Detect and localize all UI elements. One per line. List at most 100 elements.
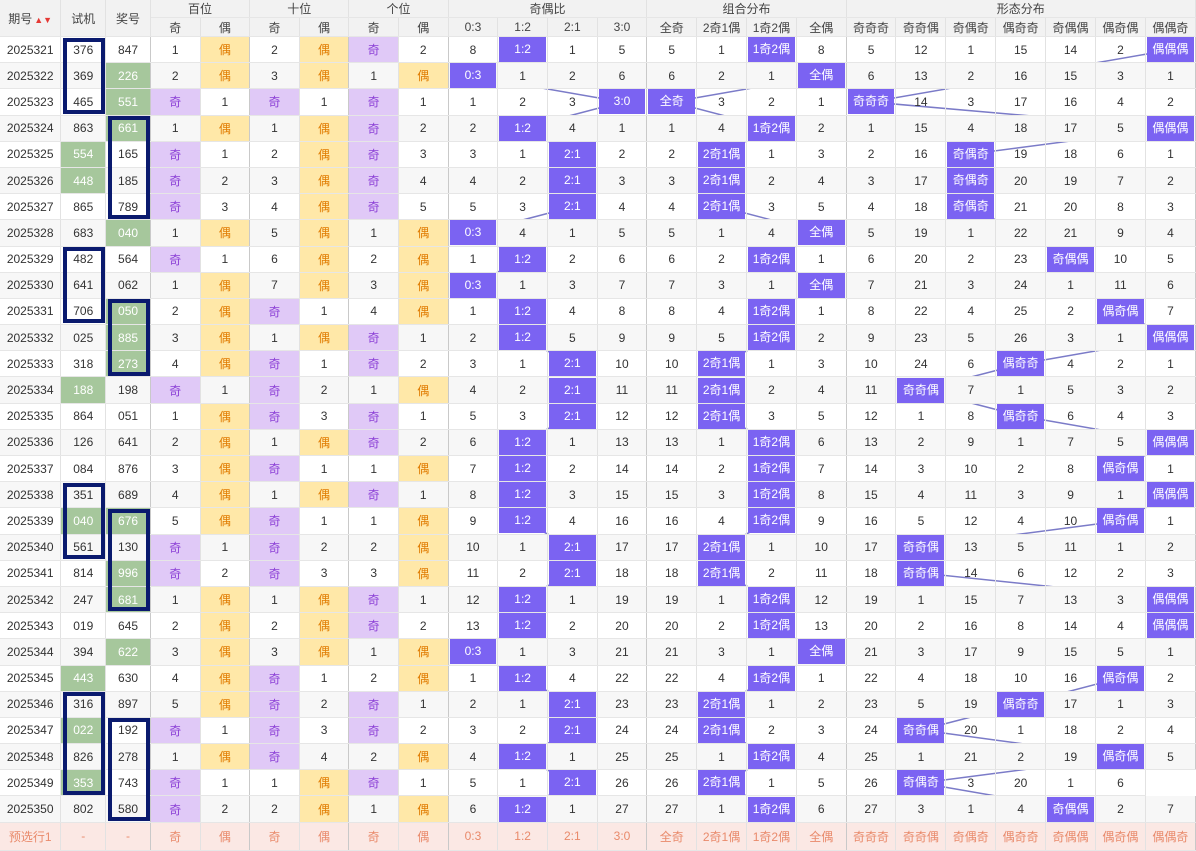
table-row[interactable]: 2025342 247 681 1 偶 1 偶奇 1 12 1:2 1 19 19 1 1奇2偶 12 19 1 1…: [0, 586, 1196, 614]
award-number: 996: [105, 559, 151, 587]
preselect-option[interactable]: 奇: [249, 822, 300, 851]
miss-count: 5: [846, 219, 897, 247]
table-row[interactable]: 2025336 126 641 2 偶 1 偶奇 2 6 1:2 1 13 13 1 1奇2偶 6 13 2 9 1 7…: [0, 428, 1196, 457]
subheader-5: 偶: [398, 17, 449, 37]
miss-count: 2: [249, 36, 300, 64]
period-cell: 2025338: [0, 481, 62, 509]
miss-count: 22: [646, 665, 698, 692]
award-number: 645: [105, 612, 151, 640]
hit-chip: 1:2: [499, 482, 546, 507]
subheader-13: 全偶: [796, 17, 847, 37]
miss-count: 9: [796, 507, 847, 535]
miss-count: 2: [1095, 559, 1146, 587]
preselect-option[interactable]: 偶: [299, 822, 350, 851]
miss-count: 2: [200, 559, 251, 587]
miss-count: 2: [1095, 350, 1146, 378]
sort-up-icon[interactable]: ▲▼: [34, 14, 53, 25]
hit-chip: 2奇1偶: [698, 561, 745, 586]
preselect-option[interactable]: 奇: [348, 822, 399, 851]
table-row[interactable]: 2025333 318 273 4 偶奇 1 奇 2 3 1 2:1 10 10 2奇1偶 1 3 10 24 6 偶…: [0, 350, 1196, 378]
preselect-option[interactable]: 奇奇偶: [895, 822, 947, 851]
table-row[interactable]: 2025350 802 580 奇 2 2 偶 1 偶 6 1:2 1 27 27 1 1奇2偶 6 27 3 1 4 奇…: [0, 795, 1196, 823]
miss-count: 3: [746, 193, 797, 221]
preselect-option[interactable]: 3:0: [597, 822, 648, 851]
odd-marker: 奇: [249, 690, 300, 718]
hit-chip: 全偶: [797, 220, 845, 245]
group-ratio: 奇偶比: [448, 0, 648, 18]
table-row[interactable]: 2025344 394 622 3 偶 3 偶 1 偶 0:3 1 3 21 21 3 1 全偶 21 3 17 9 15…: [0, 638, 1196, 666]
preselect-option[interactable]: 奇: [150, 822, 201, 851]
preselect-option[interactable]: 偶奇奇: [995, 822, 1047, 851]
preselect-option[interactable]: 1奇2偶: [746, 822, 797, 851]
table-row[interactable]: 2025324 863 661 1 偶 1 偶奇 2 2 1:2 4 1 1 4 1奇2偶 2 1 15 4 18 17…: [0, 115, 1196, 142]
preselect-label[interactable]: 预选行1: [0, 822, 62, 851]
table-row[interactable]: 2025325 554 165 奇 1 2 偶奇 3 3 1 2:1 2 2 2奇1偶 1 3 2 16 奇偶奇 19…: [0, 141, 1196, 168]
preselect-option[interactable]: 偶: [398, 822, 449, 851]
hit-cell: 奇偶奇: [945, 193, 997, 221]
trial-number: 376: [60, 36, 107, 64]
table-row[interactable]: 2025338 351 689 4 偶 1 偶奇 1 8 1:2 3 15 15 3 1奇2偶 8 15 4 11 3…: [0, 481, 1196, 509]
miss-count: 20: [945, 717, 997, 745]
miss-count: 3: [448, 717, 499, 745]
table-row[interactable]: 2025330 641 062 1 偶 7 偶 3 偶 0:3 1 3 7 7 3 1 全偶 7 21 3 24 1 11 6: [0, 272, 1196, 299]
table-row[interactable]: 2025349 353 743 奇 1 1 偶奇 1 5 1 2:1 26 26 2奇1偶 1 5 26 奇偶奇 3…: [0, 769, 1196, 797]
table-row[interactable]: 2025335 864 051 1 偶奇 3 奇 1 5 3 2:1 12 12 2奇1偶 3 5 12 1 8 偶奇…: [0, 403, 1196, 430]
preselect-option[interactable]: 偶奇偶: [1095, 822, 1146, 851]
col-period-header[interactable]: 期号 ▲▼: [0, 0, 62, 37]
preselect-option[interactable]: 偶: [200, 822, 251, 851]
table-row[interactable]: 2025326 448 185 奇 2 3 偶奇 4 4 2 2:1 3 3 2奇1偶 2 4 3 17 奇偶奇 20…: [0, 167, 1196, 195]
table-row[interactable]: 2025337 084 876 3 偶奇 1 1 偶 7 1:2 2 14 14 2 1奇2偶 7 14 3 10 2…: [0, 455, 1196, 483]
table-row[interactable]: 2025346 316 897 5 偶奇 2 奇 1 2 1 2:1 23 23 2奇1偶 1 2 23 5 19 偶…: [0, 690, 1196, 718]
miss-count: 10: [646, 350, 698, 378]
table-row[interactable]: 2025332 025 885 3 偶 1 偶奇 1 2 1:2 5 9 9 5 1奇2偶 2 9 23 5 26 3 1…: [0, 324, 1196, 352]
preselect-option[interactable]: 奇奇奇: [846, 822, 897, 851]
preselect-option[interactable]: 全偶: [796, 822, 847, 851]
preselect-option[interactable]: 2奇1偶: [696, 822, 747, 851]
preselect-option[interactable]: 2:1: [547, 822, 598, 851]
hit-cell: 1奇2偶: [746, 795, 797, 823]
hit-chip: 1奇2偶: [747, 508, 795, 534]
period-cell: 2025339: [0, 507, 62, 535]
miss-count: 3: [696, 88, 747, 116]
table-row[interactable]: 2025321 376 847 1 偶 2 偶奇 2 8 1:2 1 5 5 1 1奇2偶 8 5 12 1 15 14…: [0, 36, 1196, 64]
miss-count: 6: [796, 795, 847, 823]
miss-count: 2: [497, 717, 548, 745]
table-row[interactable]: 2025327 865 789 奇 3 4 偶奇 5 5 3 2:1 4 4 2奇1偶 3 5 4 18 奇偶奇 21…: [0, 193, 1196, 221]
miss-count: 10: [995, 665, 1047, 692]
miss-count: 19: [597, 586, 648, 614]
table-row[interactable]: 2025331 706 050 2 偶奇 1 4 偶 1 1:2 4 8 8 4 1奇2偶 1 8 22 4 25 2 偶…: [0, 297, 1196, 326]
table-row[interactable]: 2025345 443 630 4 偶奇 1 2 偶 1 1:2 4 22 22 4 1奇2偶 1 22 4 18 1…: [0, 665, 1196, 692]
table-row[interactable]: 2025334 188 198 奇 1 奇 2 1 偶 4 2 2:1 11 11 2奇1偶 2 4 11 奇奇偶 7…: [0, 376, 1196, 404]
even-marker: 偶: [398, 665, 449, 692]
miss-count: 1: [746, 534, 797, 561]
even-marker: 偶: [299, 428, 350, 457]
award-number: 226: [105, 62, 151, 90]
hit-chip: 2:1: [548, 717, 596, 743]
period-cell: 2025336: [0, 428, 62, 457]
preselect-option[interactable]: 奇偶奇: [945, 822, 997, 851]
table-row[interactable]: 2025343 019 645 2 偶 2 偶奇 2 13 1:2 2 20 20 2 1奇2偶 13 20 2 1…: [0, 612, 1196, 640]
table-row[interactable]: 2025323 465 551 奇 1 奇 1 奇 1 1 2 3 3:0 全奇 3 2 1 奇奇奇 14 3 17 16…: [0, 88, 1196, 116]
miss-count: 4: [995, 795, 1047, 823]
table-row[interactable]: 2025328 683 040 1 偶 5 偶 1 偶 0:3 4 1 5 5 1 4 全偶 5 19 1 22 21 9 4: [0, 219, 1196, 247]
hit-cell: 1奇2偶: [746, 507, 797, 535]
miss-count: 13: [597, 428, 648, 457]
preselect-option[interactable]: 全奇: [646, 822, 698, 851]
miss-count: 7: [597, 272, 648, 299]
preselect-row[interactable]: 预选行1- - 奇偶奇偶奇偶 0:3 1:2 2:1 3:0 全奇 2奇1偶 1奇2偶 全偶 奇奇奇奇…: [0, 822, 1196, 851]
miss-count: 5: [1145, 743, 1196, 771]
preselect-option[interactable]: 偶偶奇: [1145, 822, 1196, 851]
table-row[interactable]: 2025340 561 130 奇 1 奇 2 2 偶 10 1 2:1 17 17 2奇1偶 1 10 17 奇奇…: [0, 534, 1196, 561]
table-row[interactable]: 2025329 482 564 奇 1 6 偶 2 偶 1 1:2 2 6 6 2 1奇2偶 1 6 20 2 23 奇偶…: [0, 246, 1196, 273]
miss-count: 1: [348, 795, 399, 823]
preselect-option[interactable]: 1:2: [497, 822, 548, 851]
preselect-option[interactable]: 奇偶偶: [1045, 822, 1096, 851]
preselect-option[interactable]: 0:3: [448, 822, 499, 851]
table-row[interactable]: 2025322 369 226 2 偶 3 偶 1 偶 0:3 1 2 6 6 2 1 全偶 6 13 2 16 15 3 1: [0, 62, 1196, 90]
table-row[interactable]: 2025339 040 676 5 偶奇 1 1 偶 9 1:2 4 16 16 4 1奇2偶 9 16 5 12 4…: [0, 507, 1196, 535]
table-row[interactable]: 2025347 022 192 奇 1 奇 3 奇 2 3 2 2:1 24 24 2奇1偶 2 3 24 奇奇偶 2…: [0, 717, 1196, 745]
miss-count: 7: [796, 455, 847, 483]
table-row[interactable]: 2025341 814 996 奇 2 奇 3 3 偶 11 2 2:1 18 18 2奇1偶 2 11 18 奇奇…: [0, 559, 1196, 587]
table-row[interactable]: 2025348 826 278 1 偶奇 4 2 偶 4 1:2 1 25 25 1 1奇2偶 4 25 1 21 2…: [0, 743, 1196, 771]
trial-number: 814: [60, 559, 107, 587]
